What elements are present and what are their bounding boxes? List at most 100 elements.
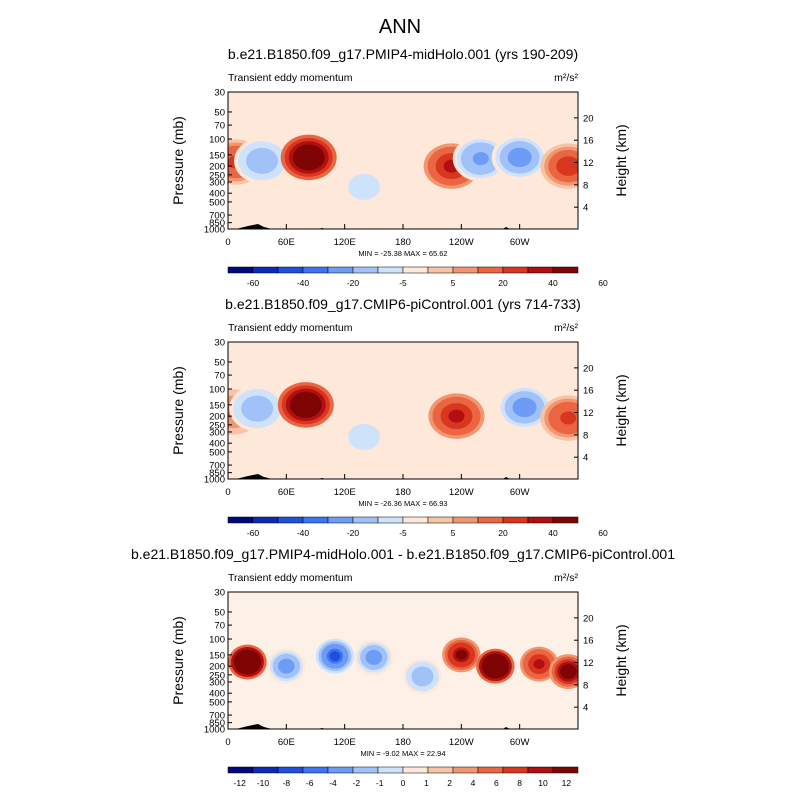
colorbar-swatch [527,516,554,524]
contour-level [472,152,489,166]
height-tick-label: 20 [583,113,594,124]
y-tick-label: 100 [209,385,225,396]
colorbar-swatch [252,516,279,524]
contour-level [416,671,428,682]
contour-level [300,150,317,164]
contour-field [228,592,578,729]
height-tick-label: 4 [583,203,588,214]
y-tick-label: 100 [209,635,225,646]
contour-level [516,400,533,414]
contour-level [562,666,574,677]
height-tick-label: 8 [583,430,588,441]
contour-field [228,342,578,479]
panel-subtitle: Transient eddy momentum [228,72,353,84]
contour-level [254,154,271,168]
contour-level [489,661,501,672]
height-tick-label: 20 [583,613,594,624]
y-tick-label: 500 [209,197,225,208]
colorbar-label: 40 [548,528,558,538]
colorbar-swatch [302,266,329,274]
colorbar-label: 6 [494,778,499,788]
colorbar-label: -2 [353,778,361,788]
x-tick-label: 60E [278,737,295,748]
y-tick-label: 300 [209,677,225,688]
contour-level [297,398,314,412]
colorbar-swatch [227,516,254,524]
y-tick-label: 400 [209,439,225,450]
height-tick-label: 12 [583,408,594,419]
colorbar-label: 60 [598,278,608,288]
colorbar-swatch [377,266,404,274]
colorbar-label: -60 [247,278,260,288]
colorbar-swatch [252,766,279,774]
colorbar-label: -5 [399,528,407,538]
contour-field [228,92,578,229]
y-tick-label: 50 [214,607,225,618]
height-tick-label: 12 [583,658,594,669]
y-axis-label: Pressure (mb) [170,116,186,205]
height-tick-label: 16 [583,136,594,147]
height-tick-label: 4 [583,703,588,714]
colorbar-swatch [377,516,404,524]
y-tick-label: 70 [214,371,225,382]
colorbar-label: 10 [538,778,548,788]
y-tick-label: 250 [209,670,225,681]
x-tick-label: 60W [510,237,530,248]
y-tick-label: 100 [209,135,225,146]
y-axis-label: Pressure (mb) [170,366,186,455]
colorbar-label: 5 [451,528,456,538]
colorbar-swatch [552,766,579,774]
panels: b.e21.B1850.f09_g17.PMIP4-midHolo.001 (y… [131,46,675,788]
y-tick-label: 70 [214,621,225,632]
panel-subtitle: Transient eddy momentum [228,572,353,584]
colorbar-swatch [402,266,429,274]
colorbar-swatch [277,516,304,524]
colorbar-label: 20 [498,278,508,288]
colorbar-label: -20 [347,528,360,538]
colorbar-swatch [302,516,329,524]
x-tick-label: 120E [334,487,356,498]
y-tick-label: 200 [209,162,225,173]
colorbar-swatch [502,266,529,274]
colorbar-label: 0 [401,778,406,788]
colorbar-swatch [327,516,354,524]
colorbar-swatch [452,516,479,524]
y-tick-label: 30 [214,88,225,99]
y-tick-label: 200 [209,662,225,673]
x-tick-label: 0 [225,737,230,748]
colorbar-swatch [552,266,579,274]
colorbar-label: 2 [447,778,452,788]
contour-level [560,159,577,173]
panel-1: b.e21.B1850.f09_g17.PMIP4-midHolo.001 (y… [170,46,629,288]
min-max-stats: MIN = -9.02 MAX = 22.94 [360,749,445,758]
height-tick-label: 16 [583,386,594,397]
height-tick-label: 8 [583,680,588,691]
x-tick-label: 120W [449,737,474,748]
colorbar-swatch [477,516,504,524]
y-tick-label: 700 [209,211,225,222]
x-tick-label: 120E [334,237,356,248]
colorbar-swatch [302,766,329,774]
x-tick-label: 0 [225,237,230,248]
colorbar-swatch [427,766,454,774]
colorbar-label: -4 [329,778,337,788]
y-tick-label: 1000 [204,475,225,486]
height-tick-label: 16 [583,636,594,647]
contour-level [511,150,528,164]
x-tick-label: 60W [510,737,530,748]
colorbar-label: 1 [424,778,429,788]
colorbar-label: 5 [451,278,456,288]
x-tick-label: 60E [278,237,295,248]
panel-title: b.e21.B1850.f09_g17.PMIP4-midHolo.001 - … [131,546,675,562]
colorbar-swatch [527,266,554,274]
y-tick-label: 850 [209,718,225,729]
colorbar-swatch [477,266,504,274]
y-tick-label: 1000 [204,225,225,236]
y-tick-label: 50 [214,107,225,118]
y-tick-label: 500 [209,447,225,458]
colorbar-label: -20 [347,278,360,288]
y-tick-label: 30 [214,338,225,349]
contour-level [356,430,373,444]
colorbar-swatch [527,766,554,774]
colorbar-label: -10 [257,778,270,788]
